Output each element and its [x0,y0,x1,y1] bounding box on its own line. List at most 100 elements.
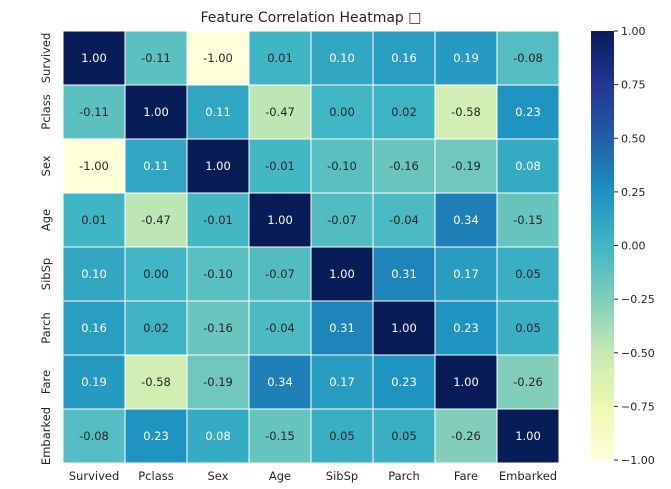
heatmap-cell-sex-fare [434,138,498,194]
cell-value-label: 0.19 [81,375,107,389]
cell-value-label: -0.10 [327,159,357,173]
cell-value-label: -0.07 [265,267,295,281]
heatmap-cell-survived-survived [62,30,126,86]
cell-value-label: -0.01 [203,213,233,227]
cell-value-label: 0.23 [143,429,169,443]
cell-value-label: 0.01 [81,213,107,227]
heatmap-cell-fare-fare [434,354,498,410]
heatmap-cell-age-age [248,192,312,248]
cell-value-label: 1.00 [81,51,107,65]
cell-value-label: 0.31 [329,321,355,335]
heatmap-cell-embarked-sex [186,408,250,464]
cell-value-label: -0.16 [203,321,233,335]
colorbar-tick-label: −0.75 [621,400,655,413]
heatmap-cell-sibsp-embarked [496,246,560,302]
cell-value-label: 1.00 [391,321,417,335]
x-tick-label-sibsp: SibSp [326,469,358,483]
cell-value-label: 0.00 [143,267,169,281]
cell-value-label: -0.04 [265,321,295,335]
heatmap-cell-parch-sibsp [310,300,374,356]
y-tick-label-sex: Sex [39,155,53,176]
heatmap-cell-parch-pclass [124,300,188,356]
cell-value-label: -0.04 [389,213,419,227]
heatmap-cell-pclass-embarked [496,84,560,140]
heatmap-cell-parch-fare [434,300,498,356]
cell-value-label: 0.05 [329,429,355,443]
heatmap-cell-embarked-embarked [496,408,560,464]
colorbar-tick-label: 0.50 [621,132,646,145]
x-tick-label-survived: Survived [69,469,120,483]
heatmap-cell-embarked-age [248,408,312,464]
cell-value-label: 0.08 [205,429,231,443]
cell-value-label: 1.00 [329,267,355,281]
cell-value-label: 0.05 [391,429,417,443]
cell-value-label: 0.31 [391,267,417,281]
chart-title: Feature Correlation Heatmap □ [201,10,422,26]
cell-value-label: -0.19 [451,159,481,173]
cell-value-label: 0.10 [81,267,107,281]
x-tick-label-sex: Sex [208,469,229,483]
heatmap-cells: 1.00 -0.11 -1.00 0.01 0.10 0.16 0.19 -0.08 -0.11… [62,30,560,464]
x-tick-label-age: Age [269,469,291,483]
cell-value-label: 0.11 [205,105,231,119]
cell-value-label: -0.15 [265,429,295,443]
cell-value-label: -0.11 [79,105,109,119]
heatmap-cell-sibsp-age [248,246,312,302]
heatmap-cell-sex-pclass [124,138,188,194]
colorbar-tick-label: −0.50 [621,347,655,360]
cell-value-label: -1.00 [79,159,109,173]
cell-value-label: 1.00 [453,375,479,389]
cell-value-label: -0.47 [141,213,171,227]
heatmap-cell-pclass-parch [372,84,436,140]
colorbar-tick-label: 0.25 [621,186,646,199]
heatmap-cell-pclass-pclass [124,84,188,140]
cell-value-label: -0.26 [513,375,543,389]
y-tick-label-age: Age [39,209,53,231]
cell-value-label: 0.00 [329,105,355,119]
cell-value-label: -0.11 [141,51,171,65]
heatmap-cell-embarked-parch [372,408,436,464]
cell-value-label: 0.19 [453,51,479,65]
heatmap-cell-fare-sibsp [310,354,374,410]
cell-value-label: -1.00 [203,51,233,65]
colorbar: 1.00 0.75 0.50 0.25 0.00 −0.25 −0.50 −0.75 −1.00 [591,25,655,467]
x-tick-label-pclass: Pclass [138,469,173,483]
cell-value-label: 0.10 [329,51,355,65]
cell-value-label: 0.01 [267,51,293,65]
heatmap-cell-fare-parch [372,354,436,410]
cell-value-label: -0.01 [265,159,295,173]
y-tick-label-fare: Fare [39,370,53,394]
cell-value-label: -0.15 [513,213,543,227]
colorbar-ticks: 1.00 0.75 0.50 0.25 0.00 −0.25 −0.50 −0.75 −1.00 [614,25,655,467]
colorbar-tick-label: −0.25 [621,293,655,306]
heatmap-cell-sex-sibsp [310,138,374,194]
heatmap-cell-parch-embarked [496,300,560,356]
y-tick-label-survived: Survived [39,33,53,84]
cell-value-label: 0.23 [391,375,417,389]
cell-value-label: -0.58 [141,375,171,389]
cell-value-label: 0.16 [81,321,107,335]
x-tick-label-parch: Parch [388,469,420,483]
heatmap-cell-sex-sex [186,138,250,194]
heatmap-cell-fare-sex [186,354,250,410]
cell-value-label: 0.16 [391,51,417,65]
cell-value-label: -0.08 [79,429,109,443]
heatmap-cell-survived-pclass [124,30,188,86]
y-tick-label-parch: Parch [39,312,53,344]
heatmap-cell-parch-parch [372,300,436,356]
heatmap-cell-survived-embarked [496,30,560,86]
heatmap-cell-age-sibsp [310,192,374,248]
heatmap-cell-sibsp-sibsp [310,246,374,302]
cell-value-label: -0.08 [513,51,543,65]
cell-value-label: 0.23 [515,105,541,119]
cell-value-label: -0.47 [265,105,295,119]
heatmap-cell-survived-parch [372,30,436,86]
y-tick-label-sibsp: SibSp [39,258,53,290]
heatmap-cell-embarked-survived [62,408,126,464]
x-tick-label-embarked: Embarked [499,469,557,483]
cell-value-label: 1.00 [205,159,231,173]
colorbar-tick-label: 0.00 [621,240,646,253]
cell-value-label: -0.10 [203,267,233,281]
colorbar-tick-label: 0.75 [621,79,646,92]
